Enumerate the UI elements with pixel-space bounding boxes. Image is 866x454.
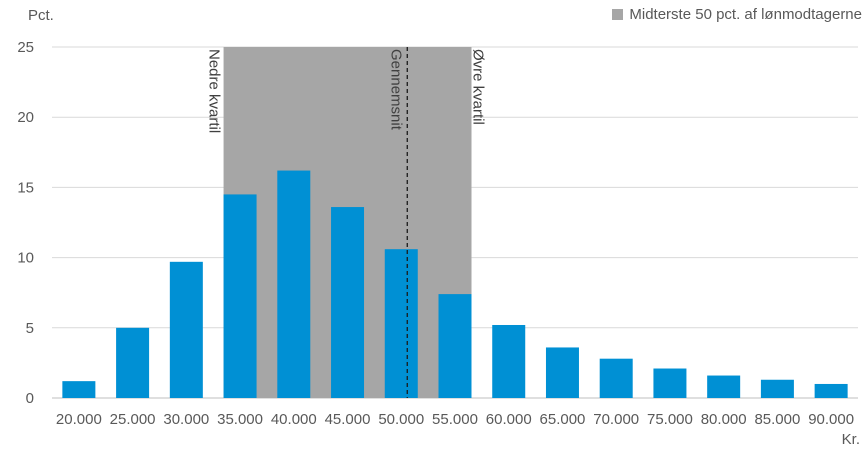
x-tick-label: 45.000: [325, 411, 371, 428]
x-tick-label: 65.000: [540, 411, 586, 428]
y-tick-label: 15: [17, 179, 34, 196]
legend-label: Midterste 50 pct. af lønmodtagerne: [629, 6, 862, 23]
legend: Midterste 50 pct. af lønmodtagerne: [612, 6, 862, 23]
x-tick-label: 20.000: [56, 411, 102, 428]
x-tick-label: 70.000: [593, 411, 639, 428]
bars: [62, 170, 848, 398]
y-tick-label: 25: [17, 39, 34, 56]
y-tick-label: 0: [26, 390, 34, 407]
y-tick-label: 10: [17, 250, 34, 267]
bar: [169, 261, 203, 398]
bar: [116, 327, 150, 398]
bar: [599, 358, 633, 398]
x-tick-label: 30.000: [163, 411, 209, 428]
x-axis: 20.000 25.000 30.000 35.000 40.000 45.000 50.0…: [56, 411, 854, 428]
y-tick-label: 5: [26, 320, 34, 337]
x-tick-label: 25.000: [110, 411, 156, 428]
x-tick-label: 85.000: [754, 411, 800, 428]
annotations: Nedre kvartil Gennemsnit Øvre kvartil: [206, 47, 487, 398]
x-tick-label: 50.000: [378, 411, 424, 428]
bar: [653, 368, 687, 398]
x-tick-label: 60.000: [486, 411, 532, 428]
bar: [277, 170, 311, 398]
bar: [760, 379, 794, 398]
bar: [814, 383, 848, 398]
bar: [223, 194, 257, 398]
bar: [384, 249, 418, 398]
x-tick-label: 55.000: [432, 411, 478, 428]
annotation-label: Øvre kvartil: [470, 49, 487, 125]
legend-swatch: [612, 9, 624, 20]
bar: [438, 294, 472, 398]
x-tick-label: 40.000: [271, 411, 317, 428]
annotation-label: Gennemsnit: [387, 49, 404, 131]
bar: [331, 207, 365, 398]
y-tick-label: 20: [17, 109, 34, 126]
y-axis: 0 5 10 15 20 25: [17, 39, 34, 407]
x-tick-label: 35.000: [217, 411, 263, 428]
x-tick-label: 75.000: [647, 411, 693, 428]
annotation-label: Nedre kvartil: [206, 49, 223, 133]
x-tick-label: 90.000: [808, 411, 854, 428]
bar: [492, 324, 526, 398]
bar: [545, 347, 579, 398]
bar: [62, 381, 96, 398]
y-axis-title: Pct.: [28, 7, 54, 24]
x-tick-label: 80.000: [701, 411, 747, 428]
x-axis-title: Kr.: [842, 431, 860, 448]
bar: [707, 375, 741, 398]
